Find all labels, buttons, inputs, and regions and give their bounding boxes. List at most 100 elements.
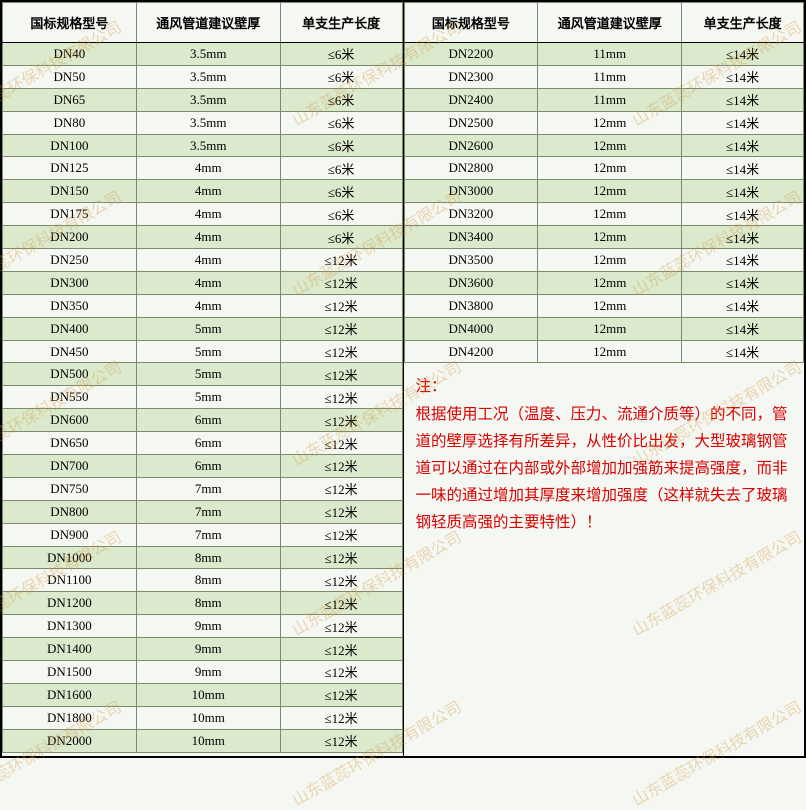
model-cell: DN2400 [404,88,538,111]
header-thickness: 通风管道建议壁厚 [136,3,280,43]
table-row: DN503.5mm≤6米 [3,65,403,88]
model-cell: DN1200 [3,592,137,615]
thick-cell: 4mm [136,226,280,249]
right-table-panel: 国标规格型号 通风管道建议壁厚 单支生产长度 DN220011mm≤14米DN2… [404,2,805,756]
table-row: DN250012mm≤14米 [404,111,804,134]
model-cell: DN125 [3,157,137,180]
model-cell: DN2600 [404,134,538,157]
len-cell: ≤14米 [682,111,804,134]
table-row: DN803.5mm≤6米 [3,111,403,134]
len-cell: ≤14米 [682,271,804,294]
len-cell: ≤6米 [280,88,402,111]
thick-cell: 12mm [538,134,682,157]
len-cell: ≤14米 [682,340,804,363]
thick-cell: 4mm [136,157,280,180]
table-row: DN1003.5mm≤6米 [3,134,403,157]
table-row: DN13009mm≤12米 [3,615,403,638]
thick-cell: 9mm [136,615,280,638]
len-cell: ≤12米 [280,546,402,569]
table-row: DN653.5mm≤6米 [3,88,403,111]
len-cell: ≤12米 [280,294,402,317]
len-cell: ≤14米 [682,88,804,111]
thick-cell: 11mm [538,43,682,66]
thick-cell: 8mm [136,546,280,569]
table-row: DN1754mm≤6米 [3,203,403,226]
thick-cell: 4mm [136,180,280,203]
model-cell: DN650 [3,432,137,455]
len-cell: ≤12米 [280,638,402,661]
thick-cell: 7mm [136,500,280,523]
thick-cell: 8mm [136,569,280,592]
left-header-row: 国标规格型号 通风管道建议壁厚 单支生产长度 [3,3,403,43]
header-length: 单支生产长度 [682,3,804,43]
model-cell: DN750 [3,477,137,500]
thick-cell: 12mm [538,340,682,363]
thick-cell: 12mm [538,317,682,340]
model-cell: DN3600 [404,271,538,294]
left-table: 国标规格型号 通风管道建议壁厚 单支生产长度 DN403.5mm≤6米DN503… [2,2,403,753]
table-row: DN4005mm≤12米 [3,317,403,340]
model-cell: DN2500 [404,111,538,134]
len-cell: ≤12米 [280,455,402,478]
model-cell: DN4000 [404,317,538,340]
len-cell: ≤6米 [280,180,402,203]
len-cell: ≤12米 [280,386,402,409]
table-row: DN14009mm≤12米 [3,638,403,661]
model-cell: DN100 [3,134,137,157]
model-cell: DN2300 [404,65,538,88]
table-row: DN4505mm≤12米 [3,340,403,363]
len-cell: ≤12米 [280,569,402,592]
thick-cell: 9mm [136,638,280,661]
thick-cell: 12mm [538,111,682,134]
spec-table-container: 国标规格型号 通风管道建议壁厚 单支生产长度 DN403.5mm≤6米DN503… [0,0,806,758]
header-model: 国标规格型号 [404,3,538,43]
model-cell: DN350 [3,294,137,317]
table-row: DN7006mm≤12米 [3,455,403,478]
right-table: 国标规格型号 通风管道建议壁厚 单支生产长度 DN220011mm≤14米DN2… [404,2,805,363]
thick-cell: 12mm [538,249,682,272]
header-length: 单支生产长度 [280,3,402,43]
len-cell: ≤12米 [280,317,402,340]
model-cell: DN3500 [404,249,538,272]
thick-cell: 4mm [136,203,280,226]
table-row: DN3504mm≤12米 [3,294,403,317]
len-cell: ≤12米 [280,363,402,386]
len-cell: ≤12米 [280,432,402,455]
thick-cell: 5mm [136,363,280,386]
header-thickness: 通风管道建议壁厚 [538,3,682,43]
len-cell: ≤12米 [280,271,402,294]
len-cell: ≤14米 [682,180,804,203]
len-cell: ≤12米 [280,523,402,546]
table-row: DN2504mm≤12米 [3,249,403,272]
table-row: DN1254mm≤6米 [3,157,403,180]
model-cell: DN3200 [404,203,538,226]
len-cell: ≤6米 [280,226,402,249]
len-cell: ≤14米 [682,134,804,157]
model-cell: DN1300 [3,615,137,638]
thick-cell: 12mm [538,180,682,203]
thick-cell: 10mm [136,729,280,752]
len-cell: ≤6米 [280,134,402,157]
table-row: DN8007mm≤12米 [3,500,403,523]
table-row: DN320012mm≤14米 [404,203,804,226]
table-row: DN5005mm≤12米 [3,363,403,386]
thick-cell: 4mm [136,271,280,294]
thick-cell: 11mm [538,65,682,88]
len-cell: ≤14米 [682,226,804,249]
thick-cell: 12mm [538,157,682,180]
model-cell: DN4200 [404,340,538,363]
right-header-row: 国标规格型号 通风管道建议壁厚 单支生产长度 [404,3,804,43]
model-cell: DN1600 [3,683,137,706]
table-row: DN240011mm≤14米 [404,88,804,111]
model-cell: DN300 [3,271,137,294]
table-row: DN6506mm≤12米 [3,432,403,455]
model-cell: DN1100 [3,569,137,592]
table-row: DN11008mm≤12米 [3,569,403,592]
len-cell: ≤12米 [280,729,402,752]
note-body: 根据使用工况（温度、压力、流通介质等）的不同，管道的壁厚选择有所差异，从性价比出… [416,406,788,532]
len-cell: ≤12米 [280,706,402,729]
thick-cell: 12mm [538,203,682,226]
thick-cell: 12mm [538,294,682,317]
len-cell: ≤14米 [682,43,804,66]
table-row: DN5505mm≤12米 [3,386,403,409]
